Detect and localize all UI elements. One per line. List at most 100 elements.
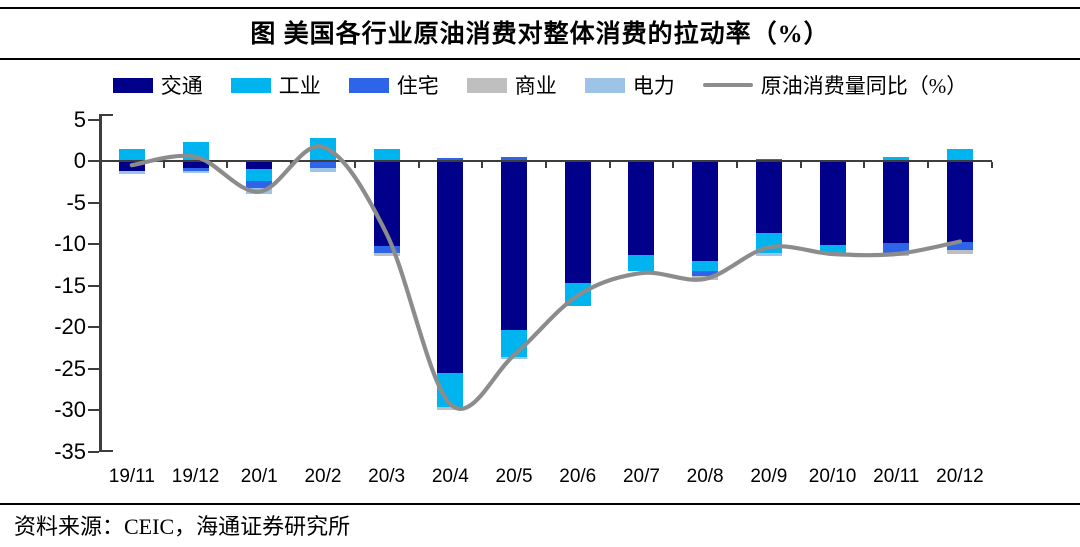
- x-axis-tick-mark: [226, 162, 229, 169]
- y-tick-label: -15: [54, 272, 86, 298]
- x-axis-tick-mark: [736, 162, 738, 169]
- y-axis-top-cap: [99, 114, 113, 116]
- x-tick-label: 19/12: [171, 466, 220, 487]
- x-axis-tick-mark: [608, 162, 611, 169]
- x-tick-label: 20/9: [750, 466, 788, 487]
- legend-swatch-transport: [112, 77, 153, 93]
- y-tick-label: -35: [54, 438, 86, 464]
- x-axis-tick-mark: [353, 162, 356, 169]
- bar-segment-transport: [373, 161, 400, 247]
- y-tick-mark: [88, 450, 99, 453]
- top-rule: [0, 7, 1080, 9]
- y-axis-line: [99, 114, 102, 452]
- legend-label-transport: 交通: [160, 74, 203, 98]
- bar-segment-transport: [501, 161, 528, 331]
- y-tick-mark: [88, 284, 99, 287]
- bar-segment-electric: [309, 168, 336, 172]
- bar-segment-residential: [373, 246, 400, 254]
- x-axis-tick-mark: [990, 162, 993, 169]
- y-tick-mark: [88, 326, 99, 328]
- footer-rule: [0, 503, 1080, 505]
- bar-segment-transport: [564, 161, 591, 283]
- bar-segment-transport: [755, 161, 782, 234]
- x-tick-label: 20/1: [240, 466, 278, 487]
- legend-item-residential: 住宅: [348, 70, 439, 100]
- x-axis-tick-mark: [927, 162, 930, 169]
- y-axis-bottom-cap: [99, 450, 113, 452]
- bar-segment-industry: [501, 330, 528, 357]
- legend-label-industry: 工业: [278, 74, 321, 98]
- bar-segment-transport: [946, 161, 973, 242]
- bar-segment-industry: [309, 137, 336, 161]
- x-axis-tick-mark: [290, 162, 293, 169]
- bar-segment-commercial: [373, 253, 400, 256]
- bar-segment-residential: [946, 241, 973, 250]
- legend-item-electric: 电力: [584, 70, 675, 100]
- x-tick-label: 20/10: [808, 466, 857, 487]
- x-tick-label: 20/2: [304, 466, 342, 487]
- x-axis-tick-mark: [417, 162, 420, 169]
- legend-label-commercial: 商业: [514, 74, 557, 98]
- x-axis-tick-mark: [672, 162, 675, 169]
- bar-segment-electric: [182, 170, 209, 174]
- source-note: 资料来源：CEIC，海通证券研究所: [14, 514, 351, 539]
- x-tick-label: 20/7: [622, 466, 660, 487]
- y-tick-mark: [88, 367, 99, 370]
- x-tick-label: 20/6: [559, 466, 597, 487]
- legend-line-sample-oil-yoy: [702, 83, 753, 87]
- bar-segment-transport: [819, 161, 846, 245]
- bar-segment-industry: [755, 233, 782, 254]
- x-tick-label: 19/11: [108, 466, 155, 487]
- bar-segment-electric: [755, 253, 782, 256]
- chart-legend: 交通 工业 住宅 商业 电力 原油消费量同比（%）: [0, 70, 1080, 100]
- title-rule: [0, 58, 1080, 60]
- bar-segment-industry: [628, 254, 655, 272]
- bar-segment-commercial: [692, 276, 719, 280]
- x-axis-tick-mark: [481, 162, 484, 169]
- bar-segment-residential: [246, 180, 273, 189]
- bar-segment-transport: [692, 161, 719, 262]
- legend-label-electric: 电力: [632, 74, 675, 98]
- legend-label-oil-yoy: 原油消费量同比（%）: [760, 74, 968, 98]
- bar-segment-industry: [692, 261, 719, 272]
- x-tick-label: 20/3: [368, 466, 406, 487]
- y-tick-mark: [88, 201, 99, 204]
- y-tick-label: 5: [73, 106, 86, 132]
- legend-item-oil-yoy: 原油消费量同比（%）: [702, 70, 968, 100]
- legend-swatch-commercial: [466, 77, 507, 93]
- legend-item-transport: 交通: [112, 70, 203, 100]
- bar-segment-industry: [564, 283, 591, 307]
- bar-segment-residential: [883, 243, 910, 254]
- legend-label-residential: 住宅: [396, 74, 439, 98]
- y-tick-mark: [88, 118, 99, 121]
- chart-title: 图 美国各行业原油消费对整体消费的拉动率（%）: [250, 21, 830, 48]
- x-axis-tick-mark: [544, 162, 547, 169]
- y-tick-mark: [88, 160, 99, 162]
- bar-segment-industry: [246, 169, 273, 181]
- y-tick-label: -30: [54, 397, 86, 422]
- x-axis-tick-mark: [162, 162, 165, 169]
- bar-segment-commercial: [946, 249, 973, 254]
- bar-segment-electric: [883, 253, 910, 256]
- bar-segment-industry: [182, 141, 209, 161]
- x-tick-label: 20/4: [431, 466, 469, 487]
- legend-item-industry: 工业: [230, 70, 321, 100]
- y-tick-label: -25: [54, 355, 86, 381]
- bar-segment-transport: [437, 161, 464, 374]
- bar-segment-electric: [501, 356, 528, 360]
- y-tick-label: -5: [66, 189, 86, 215]
- y-tick-label: 0: [73, 148, 86, 173]
- y-tick-mark: [88, 409, 99, 411]
- legend-swatch-residential: [348, 77, 389, 93]
- legend-swatch-electric: [584, 77, 625, 93]
- legend-swatch-industry: [230, 77, 271, 93]
- bar-segment-transport: [883, 161, 910, 244]
- bar-segment-commercial: [437, 406, 464, 410]
- x-tick-label: 20/8: [686, 466, 724, 487]
- bar-segment-electric: [246, 188, 273, 195]
- x-axis-tick-mark: [863, 162, 866, 169]
- bar-segment-electric: [118, 170, 145, 175]
- y-tick-label: -10: [54, 231, 86, 256]
- y-tick-label: -20: [54, 314, 86, 339]
